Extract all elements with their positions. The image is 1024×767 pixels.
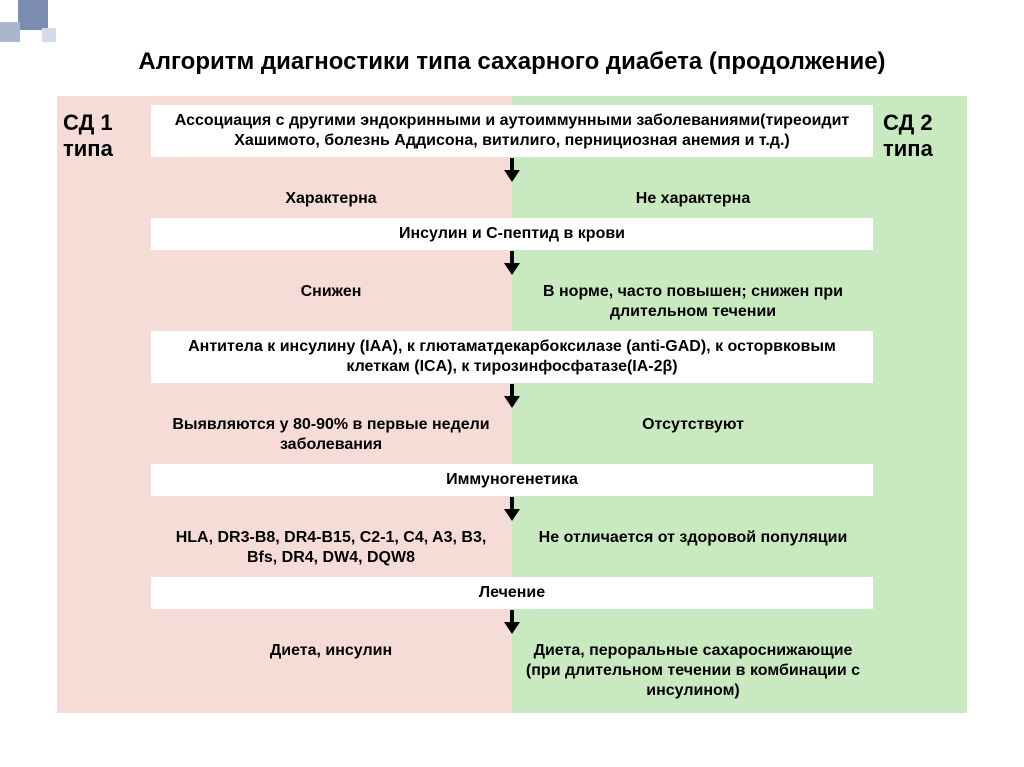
side-label-right: СД 2 типа bbox=[877, 104, 967, 169]
comparison-right: Не отличается от здоровой популяции bbox=[513, 522, 873, 574]
flow-arrow-icon bbox=[510, 384, 514, 408]
comparison-left: Выявляются у 80-90% в первые недели забо… bbox=[151, 409, 511, 461]
comparison-left: Диета, инсулин bbox=[151, 635, 511, 707]
comparison-right: Диета, пероральные сахароснижающие (при … bbox=[513, 635, 873, 707]
flow-arrow-icon bbox=[510, 251, 514, 275]
criteria-box: Ассоциация с другими эндокринными и ауто… bbox=[151, 105, 873, 157]
flow-arrow-icon bbox=[510, 610, 514, 634]
comparison-row: HLA, DR3-B8, DR4-B15, C2-1, C4, A3, B3, … bbox=[151, 522, 873, 574]
criteria-box: Инсулин и С-пептид в крови bbox=[151, 218, 873, 250]
deco-sq-1 bbox=[18, 0, 48, 30]
comparison-left: Снижен bbox=[151, 276, 511, 328]
criteria-box: Иммуногенетика bbox=[151, 464, 873, 496]
criteria-box: Антитела к инсулину (IAA), к глютаматдек… bbox=[151, 331, 873, 383]
comparison-left: Характерна bbox=[151, 183, 511, 215]
comparison-row: ХарактернаНе характерна bbox=[151, 183, 873, 215]
flow-arrow-icon bbox=[510, 497, 514, 521]
comparison-row: Выявляются у 80-90% в первые недели забо… bbox=[151, 409, 873, 461]
side-label-left: СД 1 типа bbox=[57, 104, 147, 169]
comparison-right: Не характерна bbox=[513, 183, 873, 215]
flow-arrow-icon bbox=[510, 158, 514, 182]
page-title: Алгоритм диагностики типа сахарного диаб… bbox=[0, 0, 1024, 96]
content-column: Ассоциация с другими эндокринными и ауто… bbox=[147, 96, 877, 707]
deco-sq-3 bbox=[42, 28, 56, 42]
comparison-row: СниженВ норме, часто повышен; снижен при… bbox=[151, 276, 873, 328]
comparison-right: Отсутствуют bbox=[513, 409, 873, 461]
corner-decoration bbox=[0, 0, 80, 60]
bg-right-stripe bbox=[877, 96, 967, 713]
comparison-row: Диета, инсулинДиета, пероральные сахарос… bbox=[151, 635, 873, 707]
criteria-box: Лечение bbox=[151, 577, 873, 609]
comparison-left: HLA, DR3-B8, DR4-B15, C2-1, C4, A3, B3, … bbox=[151, 522, 511, 574]
bg-left-stripe bbox=[57, 96, 147, 713]
deco-sq-2 bbox=[0, 22, 20, 42]
diagram-container: СД 1 типа СД 2 типа Ассоциация с другими… bbox=[57, 96, 967, 707]
comparison-right: В норме, часто повышен; снижен при длите… bbox=[513, 276, 873, 328]
